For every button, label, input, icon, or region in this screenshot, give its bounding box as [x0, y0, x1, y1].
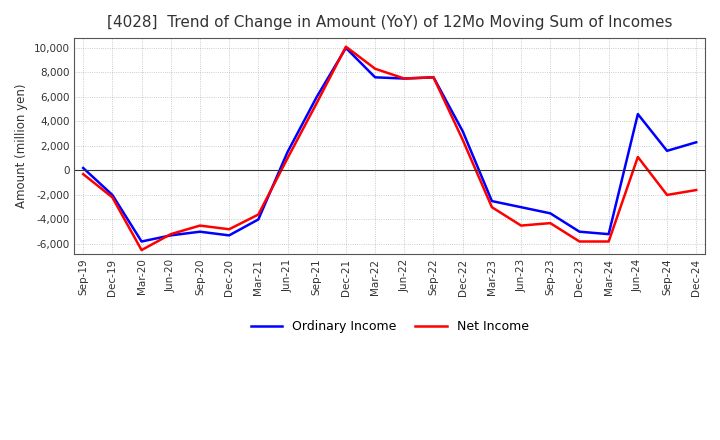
- Net Income: [371, 66, 379, 71]
- Ordinary Income: [196, 229, 204, 235]
- Line: Net Income: Net Income: [84, 47, 696, 250]
- Net Income: [108, 195, 117, 200]
- Line: Ordinary Income: Ordinary Income: [84, 48, 696, 242]
- Net Income: [341, 44, 350, 49]
- Ordinary Income: [283, 150, 292, 155]
- Ordinary Income: [692, 139, 701, 145]
- Ordinary Income: [225, 233, 233, 238]
- Ordinary Income: [138, 239, 146, 244]
- Ordinary Income: [79, 165, 88, 171]
- Net Income: [546, 220, 554, 226]
- Net Income: [312, 100, 321, 106]
- Net Income: [634, 154, 642, 160]
- Ordinary Income: [429, 75, 438, 80]
- Net Income: [604, 239, 613, 244]
- Ordinary Income: [604, 231, 613, 237]
- Ordinary Income: [166, 233, 175, 238]
- Net Income: [283, 156, 292, 161]
- Title: [4028]  Trend of Change in Amount (YoY) of 12Mo Moving Sum of Incomes: [4028] Trend of Change in Amount (YoY) o…: [107, 15, 672, 30]
- Y-axis label: Amount (million yen): Amount (million yen): [15, 84, 28, 208]
- Ordinary Income: [108, 192, 117, 198]
- Net Income: [517, 223, 526, 228]
- Ordinary Income: [459, 128, 467, 134]
- Ordinary Income: [546, 211, 554, 216]
- Ordinary Income: [575, 229, 584, 235]
- Net Income: [79, 172, 88, 177]
- Ordinary Income: [371, 75, 379, 80]
- Ordinary Income: [254, 217, 263, 222]
- Net Income: [459, 137, 467, 143]
- Ordinary Income: [634, 111, 642, 117]
- Ordinary Income: [662, 148, 671, 154]
- Ordinary Income: [517, 205, 526, 210]
- Ordinary Income: [341, 45, 350, 51]
- Net Income: [138, 247, 146, 253]
- Net Income: [254, 212, 263, 217]
- Ordinary Income: [400, 76, 409, 81]
- Net Income: [225, 227, 233, 232]
- Net Income: [166, 231, 175, 237]
- Ordinary Income: [487, 198, 496, 204]
- Net Income: [575, 239, 584, 244]
- Legend: Ordinary Income, Net Income: Ordinary Income, Net Income: [246, 315, 534, 338]
- Net Income: [692, 187, 701, 193]
- Ordinary Income: [312, 94, 321, 99]
- Net Income: [429, 75, 438, 80]
- Net Income: [196, 223, 204, 228]
- Net Income: [400, 76, 409, 81]
- Net Income: [487, 205, 496, 210]
- Net Income: [662, 192, 671, 198]
